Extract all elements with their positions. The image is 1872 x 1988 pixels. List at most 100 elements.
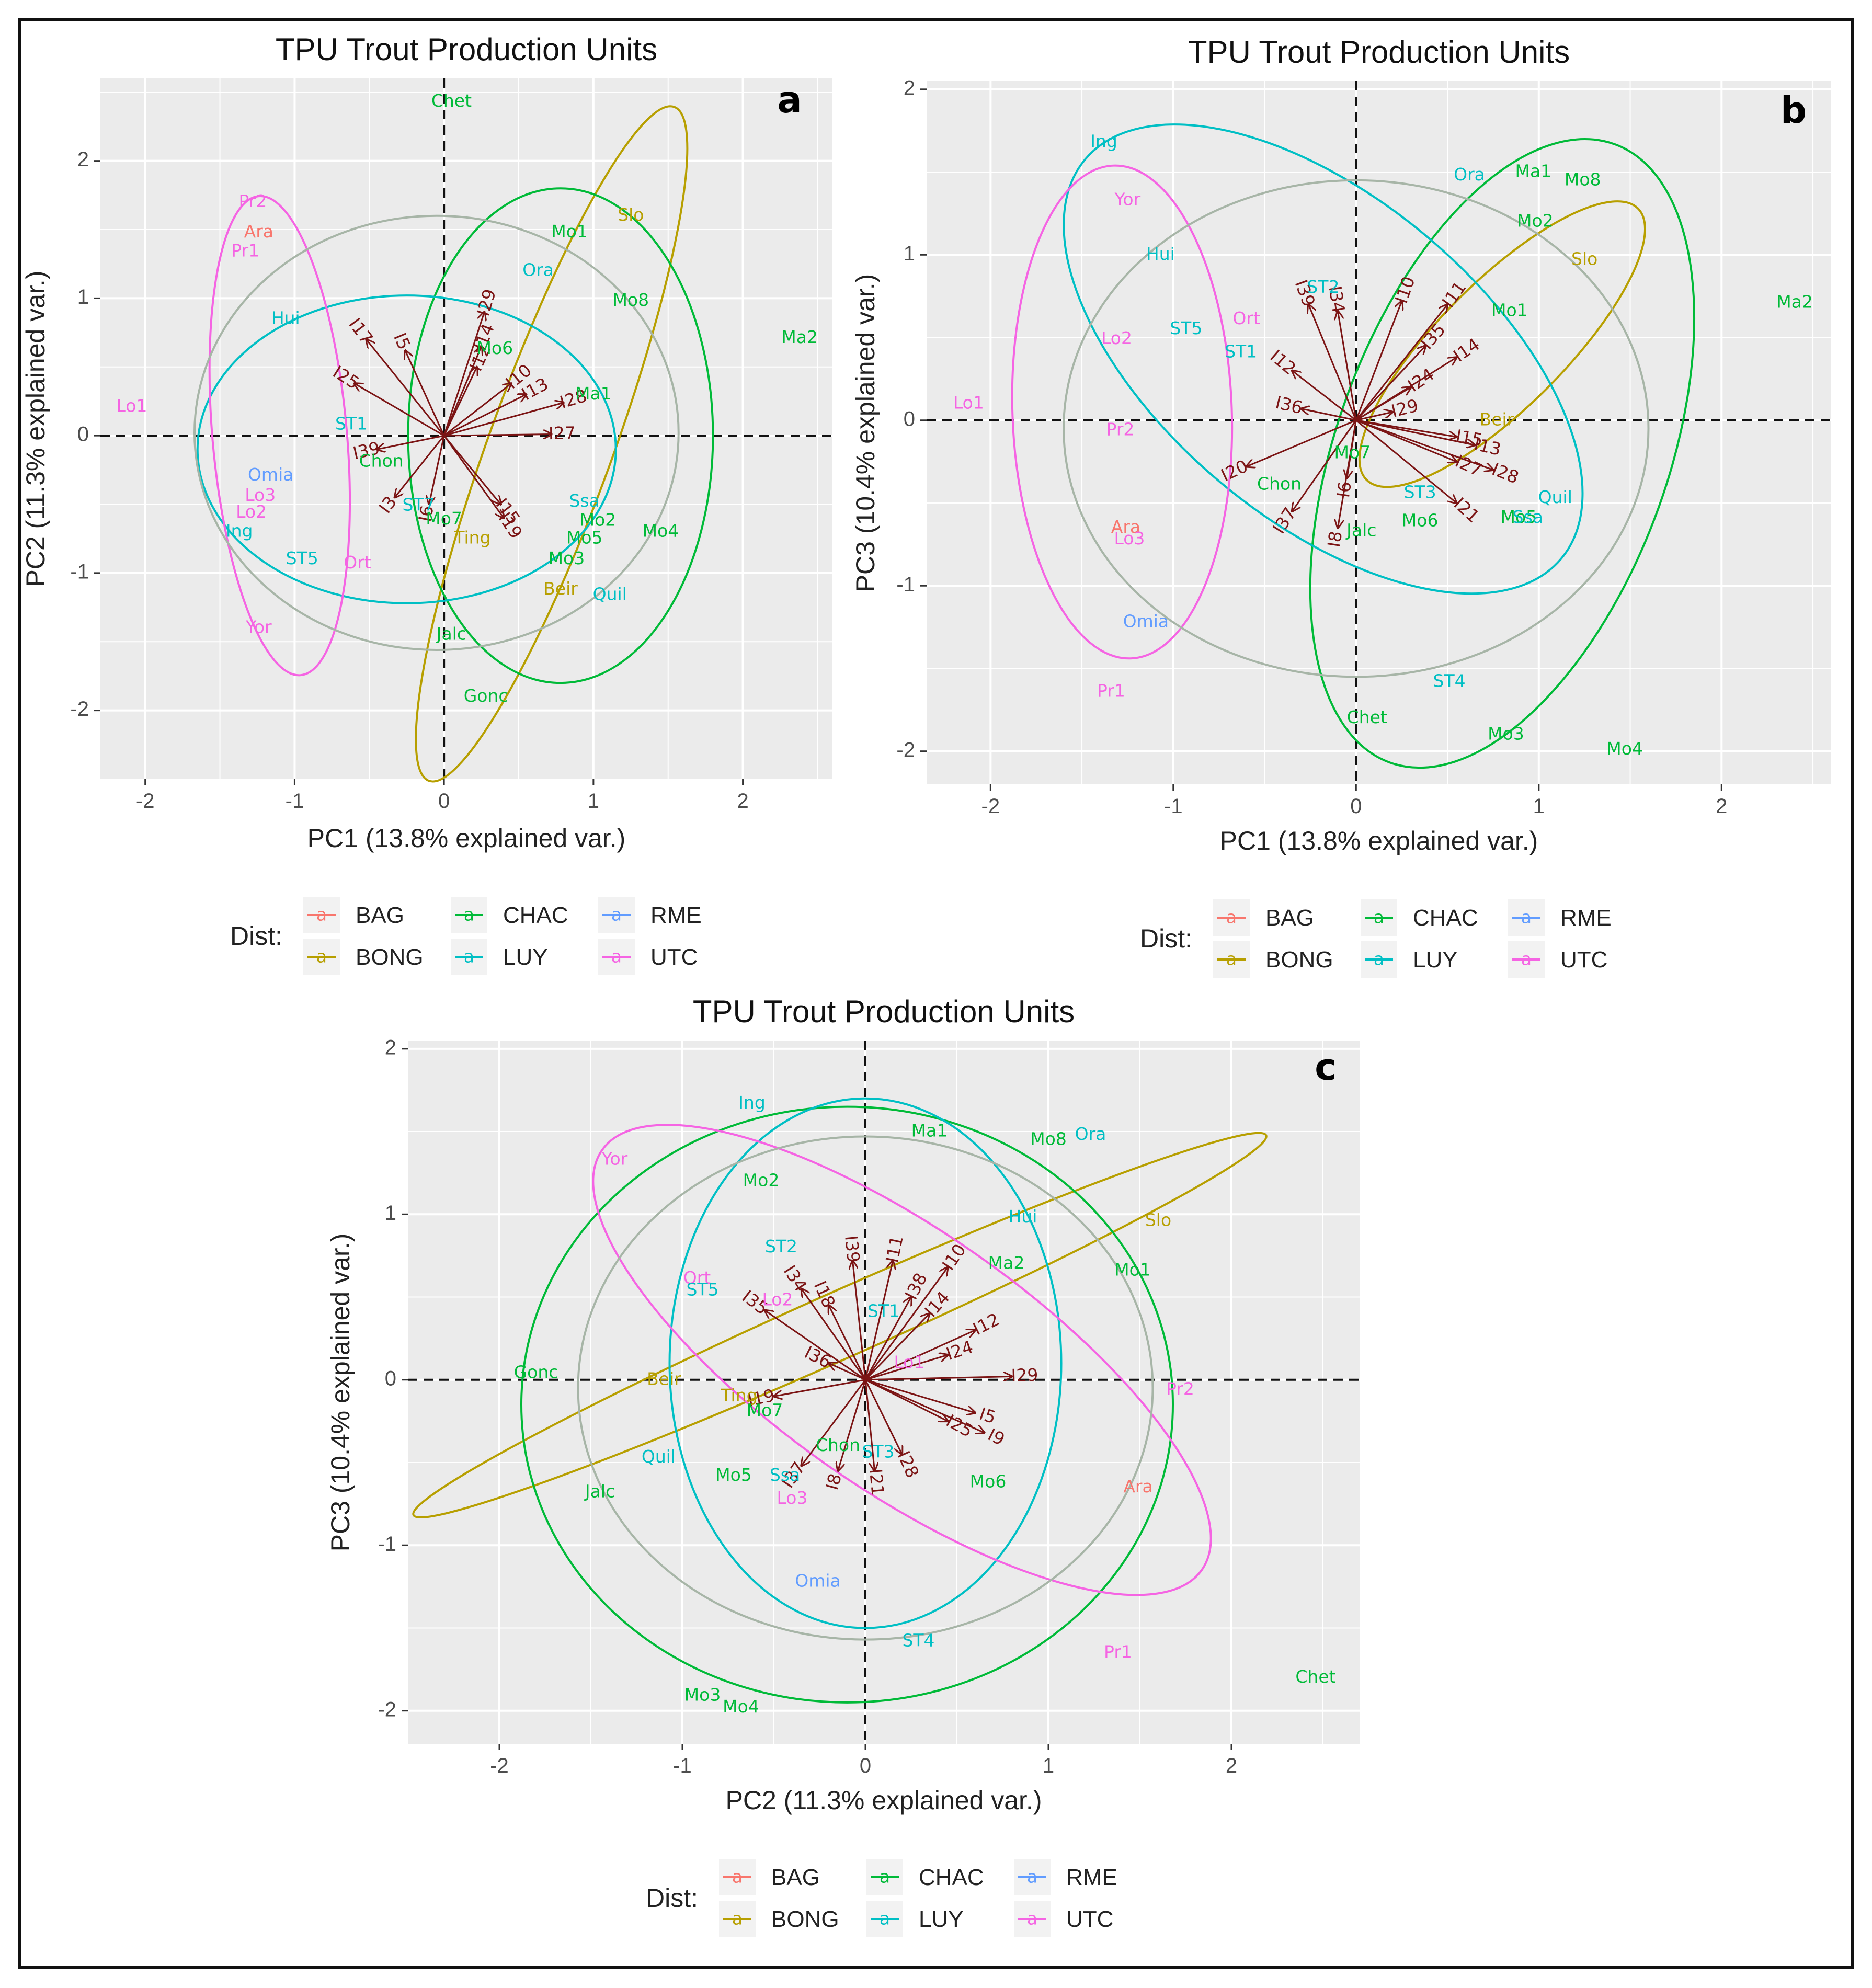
y-tick-label: -2 — [378, 1698, 396, 1721]
point-label: Ora — [1454, 164, 1485, 185]
ellipse-chac — [520, 1105, 1174, 1704]
point-label: Beir — [543, 578, 578, 599]
loading-label: I8 — [1323, 530, 1346, 549]
point-label: Yor — [601, 1148, 628, 1169]
legend-key-glyph: a — [611, 946, 622, 967]
legend-key-glyph: a — [1027, 1909, 1037, 1929]
point-label: ST2 — [1307, 277, 1339, 297]
legend-item-label: RME — [650, 902, 702, 928]
loading-arrow — [1347, 420, 1357, 478]
legend-key-glyph: a — [1226, 949, 1237, 969]
loading-arrow — [1355, 346, 1425, 421]
legend-title: Dist: — [230, 921, 282, 951]
point-label: ST3 — [862, 1442, 894, 1462]
x-tick-label: 2 — [1226, 1754, 1237, 1777]
ellipse-overall — [193, 214, 680, 652]
ellipse-overall — [577, 1135, 1154, 1641]
legend-key-bong: a — [303, 939, 340, 975]
x-tick-label: -1 — [673, 1754, 692, 1777]
loading-arrow — [864, 1379, 902, 1454]
y-tick-label: 2 — [77, 148, 89, 171]
point-label: Mo4 — [1606, 738, 1643, 759]
legend-key-glyph: a — [880, 1909, 890, 1929]
x-tick-label: -2 — [981, 795, 1000, 818]
x-tick-label: 2 — [737, 790, 748, 813]
point-label: Mo8 — [1030, 1128, 1067, 1149]
legend-key-glyph: a — [1027, 1867, 1037, 1887]
x-tick-label: 0 — [438, 790, 450, 813]
y-tick-label: 2 — [385, 1036, 396, 1059]
loading-arrow — [1301, 409, 1356, 421]
point-label: Lo2 — [762, 1289, 793, 1309]
legend-key-utc: a — [1014, 1901, 1051, 1937]
point-label: Ing — [738, 1092, 766, 1113]
y-tick-label: 0 — [385, 1367, 396, 1390]
point-label: Ma2 — [1776, 292, 1813, 312]
point-label: Omia — [795, 1570, 841, 1591]
point-label: Mo5 — [715, 1465, 752, 1485]
legend: Dist: a BAG a BONG a CHAC a LUY a RME a UTC — [646, 1859, 1117, 1937]
legend-key-bong: a — [719, 1901, 756, 1937]
point-label: ST4 — [902, 1630, 934, 1650]
point-label: ST1 — [335, 414, 368, 434]
loading-arrow — [865, 1379, 985, 1433]
point-label: Jalc — [584, 1481, 615, 1501]
legend-item-label: BAG — [771, 1865, 820, 1890]
point-label: Ting — [453, 528, 490, 548]
point-label: Mo8 — [1565, 169, 1601, 189]
point-label: Jalc — [1345, 520, 1376, 540]
legend-key-glyph: a — [464, 905, 474, 925]
loading-arrow — [443, 312, 484, 436]
legend-key-rme: a — [1014, 1859, 1051, 1895]
legend-key-chac: a — [866, 1859, 903, 1895]
legend-title: Dist: — [1140, 924, 1192, 953]
point-label: Mo6 — [970, 1471, 1007, 1491]
x-tick-label: -1 — [286, 790, 304, 813]
point-label: Hui — [271, 307, 300, 328]
y-tick-label: 1 — [904, 242, 915, 265]
point-label: Mo2 — [743, 1170, 780, 1191]
loading-arrow — [443, 394, 526, 437]
loading-arrow — [395, 435, 445, 497]
point-label: ST5 — [1170, 318, 1202, 338]
x-tick-label: -2 — [490, 1754, 509, 1777]
loading-arrow — [865, 1376, 1012, 1379]
point-label: Lo1 — [894, 1352, 925, 1373]
point-label: Ort — [1232, 308, 1260, 328]
loading-arrow — [443, 403, 564, 437]
point-label: Chet — [431, 90, 472, 111]
legend-key-rme: a — [1508, 899, 1545, 936]
y-tick-label: 0 — [77, 423, 89, 446]
legend-key-luy: a — [1361, 941, 1397, 978]
legend-key-glyph: a — [316, 905, 327, 925]
legend-item-label: BAG — [356, 902, 404, 928]
loading-arrow — [429, 435, 445, 504]
loading-arrow — [443, 367, 477, 436]
x-tick-label: 1 — [1533, 795, 1545, 818]
legend-key-bong: a — [1213, 941, 1250, 978]
point-label: Omia — [248, 464, 294, 485]
legend-key-utc: a — [598, 939, 635, 975]
point-label: Chon — [359, 451, 404, 471]
panel-letter: c — [1315, 1046, 1337, 1089]
plot-background — [927, 81, 1831, 784]
loading-arrow — [1292, 371, 1357, 421]
point-label: Ing — [226, 521, 253, 541]
ellipse-utc — [592, 1124, 1212, 1596]
loading-label: I6 — [415, 504, 438, 523]
point-label: Beir — [1480, 409, 1514, 429]
point-label: Lo3 — [1114, 528, 1145, 549]
point-label: Lo2 — [236, 501, 267, 522]
legend-key-glyph: a — [611, 905, 622, 925]
point-label: ST3 — [1404, 482, 1436, 502]
legend-item-label: LUY — [503, 944, 548, 970]
point-label: ST7 — [403, 495, 435, 515]
loading-arrow — [1338, 311, 1357, 421]
y-tick-label: -1 — [70, 560, 89, 583]
loading-label: I29 — [1011, 1365, 1038, 1386]
loading-arrow — [443, 435, 501, 504]
legend: Dist: a BAG a BONG a CHAC a LUY a RME a UTC — [1140, 899, 1612, 978]
x-axis-label: PC1 (13.8% explained var.) — [1220, 826, 1538, 855]
panel-letter: a — [777, 78, 802, 121]
